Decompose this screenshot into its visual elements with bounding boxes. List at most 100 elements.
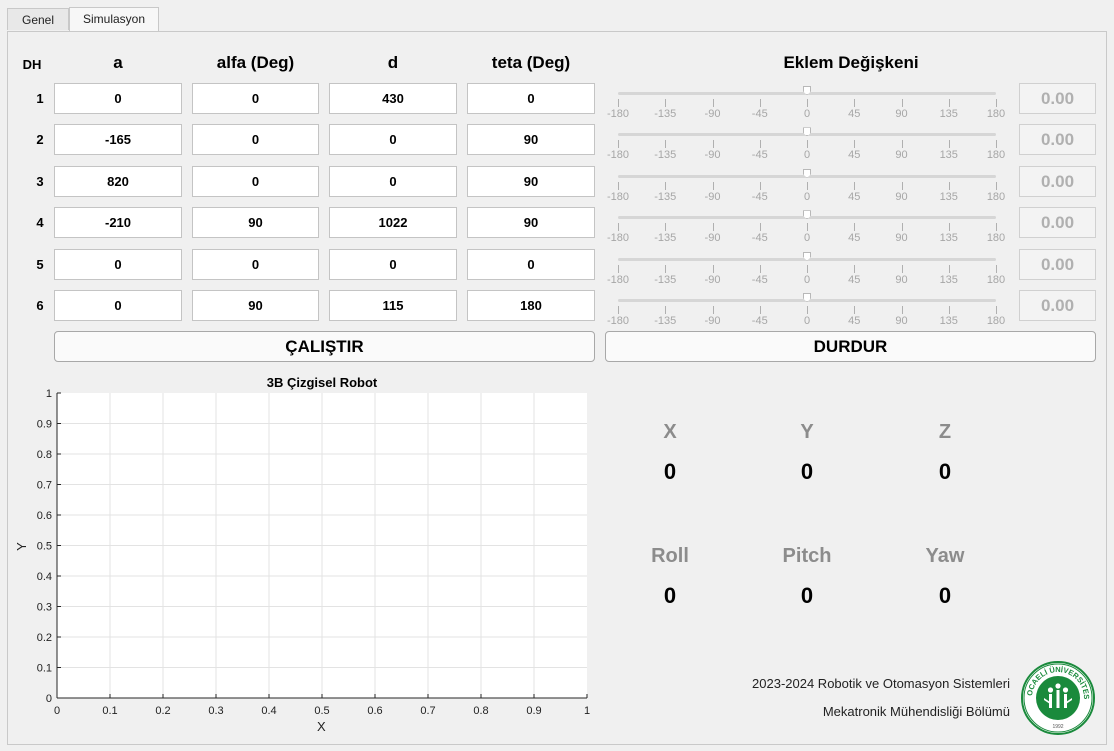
dh-field-teta-4[interactable]: 90 (467, 207, 595, 239)
slider-tick-label: 180 (986, 273, 1006, 286)
robot-plot-axes[interactable]: 0 0.1 0.2 0.3 0.4 0.5 0.6 0.7 0.8 0.9 1 0 0.1 0.2 0.3 0… (0, 380, 600, 740)
department-name: Mekatronik Mühendisliği Bölümü (822, 704, 1010, 719)
slider-tick-label: -45 (751, 273, 768, 286)
slider-tick-label: 135 (939, 149, 958, 162)
stop-button[interactable]: DURDUR (605, 331, 1096, 362)
slider-thumb[interactable] (803, 127, 811, 137)
yaw-label: Yaw (925, 545, 965, 567)
slider-tick-label: -135 (654, 232, 677, 245)
joint-slider-1[interactable]: -180 -135 -90 -45 0 45 90 135 180 (607, 84, 1007, 124)
slider-tick (854, 223, 856, 232)
dh-field-d-2[interactable]: 0 (329, 124, 457, 156)
dh-field-a-1[interactable]: 0 (54, 83, 182, 114)
slider-tick (901, 181, 903, 190)
slider-tick (996, 140, 997, 149)
dh-field-teta-5[interactable]: 0 (467, 248, 595, 280)
slider-tick (948, 99, 950, 107)
dh-field-a-4[interactable]: -210 (54, 207, 182, 239)
dh-row-label: 6 (36, 298, 44, 313)
tab-genel[interactable]: Genel (7, 8, 69, 30)
slider-tick (854, 140, 856, 149)
tab-simulasyon[interactable]: Simulasyon (69, 7, 159, 31)
slider-tick-label: 180 (986, 149, 1006, 162)
y-tick-label: 0.8 (37, 449, 52, 461)
dh-field-alfa-5[interactable]: 0 (192, 248, 319, 280)
slider-tick (901, 306, 903, 314)
y-tick-label: 0.2 (37, 632, 52, 644)
joint-slider-3[interactable]: -180 -135 -90 -45 0 45 90 135 180 (607, 167, 1007, 207)
joint-slider-5[interactable]: -180 -135 -90 -45 0 45 90 135 180 (607, 250, 1007, 290)
dh-field-a-5[interactable]: 0 (54, 248, 182, 280)
y-tick-label: 0.3 (37, 602, 52, 614)
dh-field-teta-1[interactable]: 0 (467, 83, 595, 114)
slider-tick (665, 306, 667, 314)
slider-thumb[interactable] (803, 86, 811, 95)
y-tick-label: 0.4 (37, 571, 52, 583)
slider-tick (996, 223, 997, 232)
slider-tick (665, 99, 667, 107)
slider-tick (996, 181, 997, 190)
slider-tick (807, 264, 808, 273)
slider-tick (759, 306, 761, 314)
y-tick-label: 0 (46, 693, 52, 705)
dh-field-d-6[interactable]: 115 (329, 290, 457, 321)
dh-field-d-3[interactable]: 0 (329, 165, 457, 197)
slider-tick-label: 0 (803, 232, 811, 245)
slider-tick-label: 135 (939, 108, 958, 120)
joint-value-display-3: 0.00 (1019, 165, 1096, 197)
slider-tick (948, 264, 950, 273)
slider-tick (759, 223, 761, 232)
slider-thumb[interactable] (803, 168, 811, 178)
dh-field-alfa-2[interactable]: 0 (192, 124, 319, 156)
slider-tick-label: -45 (751, 149, 768, 162)
slider-thumb[interactable] (803, 251, 811, 261)
slider-tick-label: -45 (751, 315, 768, 327)
dh-field-d-4[interactable]: 1022 (329, 207, 457, 239)
dh-field-a-2[interactable]: -165 (54, 124, 182, 156)
dh-field-teta-2[interactable]: 90 (467, 124, 595, 156)
joint-slider-2[interactable]: -180 -135 -90 -45 0 45 90 135 180 (607, 125, 1007, 165)
slider-tick-label: -45 (751, 108, 768, 120)
slider-tick (665, 223, 667, 232)
x-value: 0 (663, 459, 677, 484)
header-teta: teta (Deg) (491, 53, 571, 72)
dh-field-alfa-3[interactable]: 0 (192, 165, 319, 197)
slider-tick-label: -90 (704, 108, 721, 120)
y-tick-label: 0.6 (37, 510, 52, 522)
dh-field-teta-3[interactable]: 90 (467, 165, 595, 197)
slider-tick-label: 0 (803, 108, 811, 120)
slider-tick-label: -180 (606, 273, 630, 286)
dh-field-alfa-1[interactable]: 0 (192, 83, 319, 114)
dh-field-teta-6[interactable]: 180 (467, 290, 595, 321)
slider-tick (712, 264, 714, 273)
slider-tick-label: -135 (654, 108, 677, 120)
slider-tick-label: 135 (939, 273, 958, 286)
dh-field-d-1[interactable]: 430 (329, 83, 457, 114)
x-tick-label: 0 (54, 705, 60, 717)
slider-tick-label: -90 (704, 273, 721, 286)
slider-thumb[interactable] (803, 210, 811, 220)
slider-tick-label: 0 (803, 315, 811, 327)
dh-field-d-5[interactable]: 0 (329, 248, 457, 280)
dh-field-alfa-6[interactable]: 90 (192, 290, 319, 321)
slider-tick-label: -180 (606, 315, 630, 327)
x-tick-label: 0.9 (526, 705, 541, 717)
x-tick-label: 0.1 (102, 705, 117, 717)
dh-field-a-3[interactable]: 820 (54, 165, 182, 197)
slider-tick (948, 306, 950, 314)
tab-bar: Genel Simulasyon (0, 0, 1114, 32)
slider-tick-label: 45 (848, 108, 861, 120)
university-logo: KOCAELİ ÜNİVERSİTESİ 1992 (1020, 660, 1095, 735)
joint-slider-4[interactable]: -180 -135 -90 -45 0 45 90 135 180 (607, 208, 1007, 248)
slider-thumb[interactable] (803, 293, 811, 302)
dh-field-alfa-4[interactable]: 90 (192, 207, 319, 239)
joint-slider-6[interactable]: -180 -135 -90 -45 0 45 90 135 180 (607, 291, 1007, 331)
slider-tick (618, 181, 619, 190)
header-alfa: alfa (Deg) (216, 53, 295, 72)
dh-field-a-6[interactable]: 0 (54, 290, 182, 321)
slider-tick (948, 223, 950, 232)
pitch-label: Pitch (782, 545, 832, 567)
run-button[interactable]: ÇALIŞTIR (54, 331, 595, 362)
x-label: X (663, 421, 677, 443)
x-tick-label: 1 (584, 705, 590, 717)
